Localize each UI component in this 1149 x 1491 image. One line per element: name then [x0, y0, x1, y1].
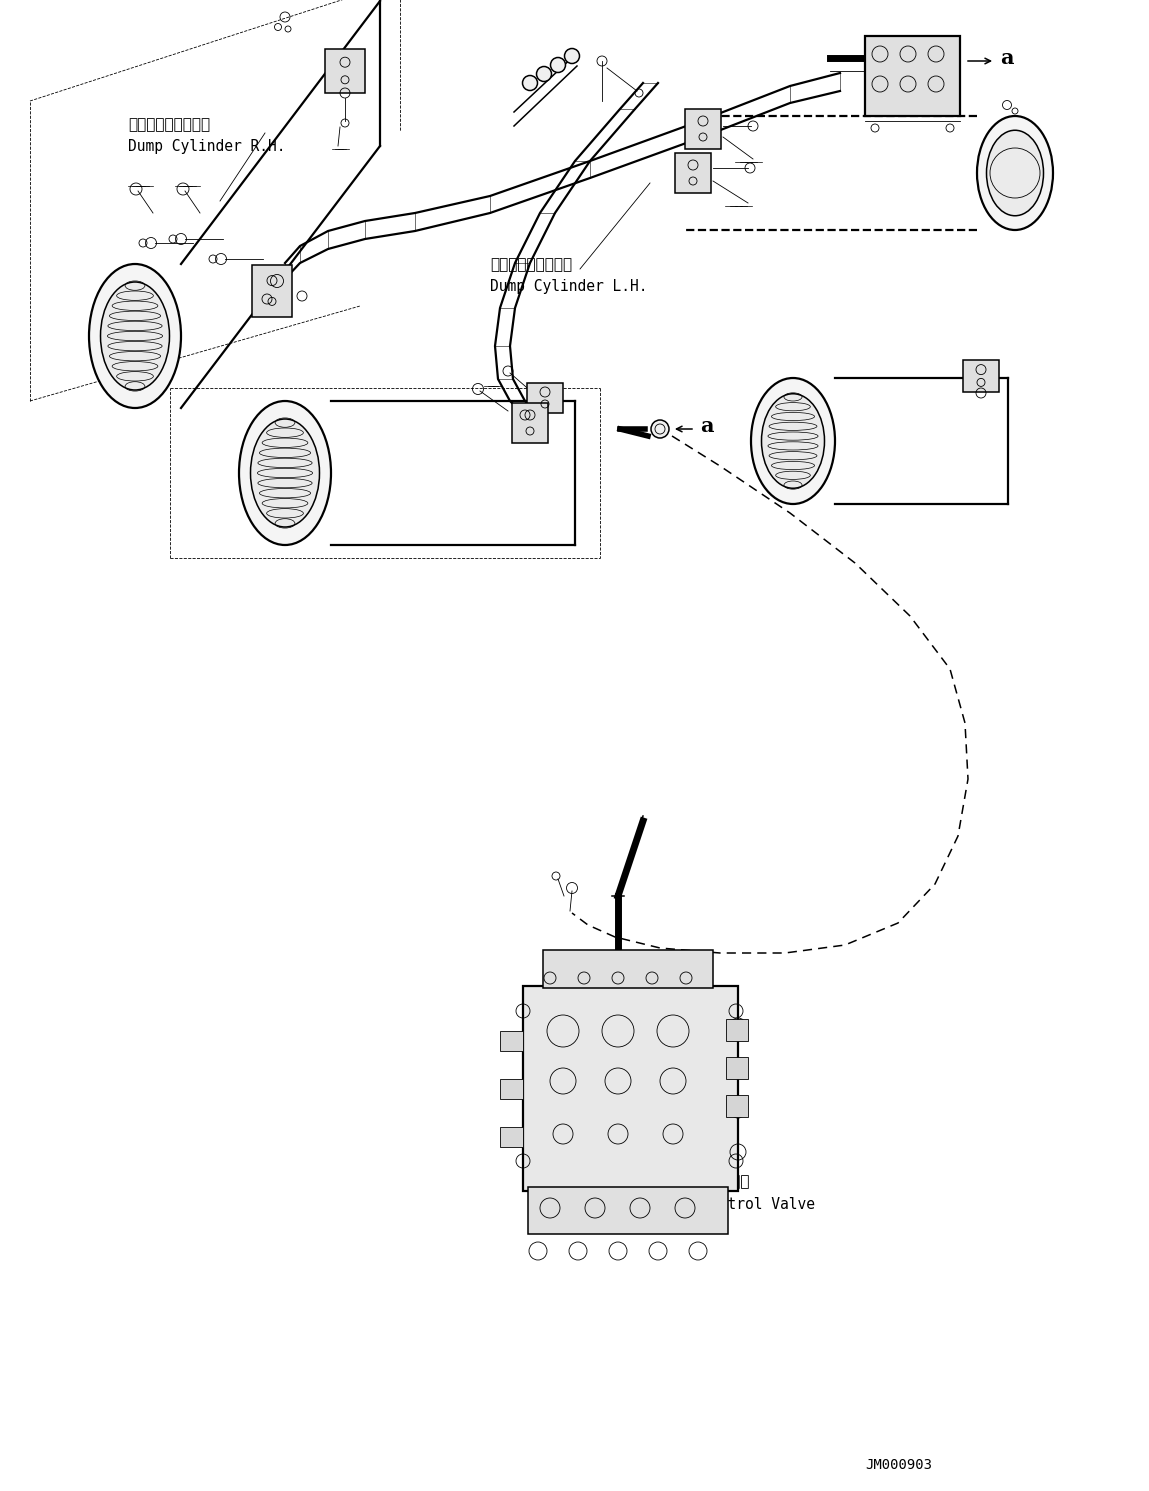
- Text: JM000903: JM000903: [865, 1458, 932, 1472]
- Ellipse shape: [100, 282, 170, 391]
- Ellipse shape: [987, 130, 1043, 216]
- Text: a: a: [1000, 48, 1013, 69]
- Bar: [726, 1057, 748, 1079]
- Bar: [865, 36, 961, 116]
- Circle shape: [550, 58, 565, 73]
- Text: Loader Control Valve: Loader Control Valve: [640, 1197, 815, 1212]
- Bar: [252, 265, 292, 318]
- Text: Dump Cylinder R.H.: Dump Cylinder R.H.: [128, 139, 285, 154]
- Bar: [500, 1079, 523, 1099]
- Text: a: a: [700, 416, 714, 435]
- Ellipse shape: [239, 401, 331, 546]
- Ellipse shape: [762, 394, 825, 488]
- Bar: [685, 109, 722, 149]
- Bar: [512, 403, 548, 443]
- Bar: [500, 1030, 523, 1051]
- Bar: [523, 986, 738, 1191]
- Ellipse shape: [250, 419, 319, 526]
- Circle shape: [651, 420, 669, 438]
- Bar: [543, 950, 714, 989]
- Bar: [726, 1094, 748, 1117]
- Circle shape: [523, 76, 538, 91]
- Bar: [963, 359, 998, 392]
- Bar: [674, 154, 711, 192]
- Text: ダンプシリンダ　右: ダンプシリンダ 右: [128, 116, 210, 133]
- Bar: [500, 1127, 523, 1147]
- Ellipse shape: [751, 379, 835, 504]
- Bar: [527, 383, 563, 413]
- Bar: [529, 1187, 728, 1235]
- Circle shape: [537, 67, 552, 82]
- Text: ダンプシリンダ　左: ダンプシリンダ 左: [489, 256, 572, 271]
- Ellipse shape: [977, 116, 1052, 230]
- Bar: [726, 1018, 748, 1041]
- Bar: [325, 49, 365, 92]
- Ellipse shape: [88, 264, 182, 409]
- Text: Dump Cylinder L.H.: Dump Cylinder L.H.: [489, 279, 648, 294]
- Text: ローダコントロールバルブ: ローダコントロールバルブ: [640, 1173, 749, 1188]
- Circle shape: [564, 49, 579, 64]
